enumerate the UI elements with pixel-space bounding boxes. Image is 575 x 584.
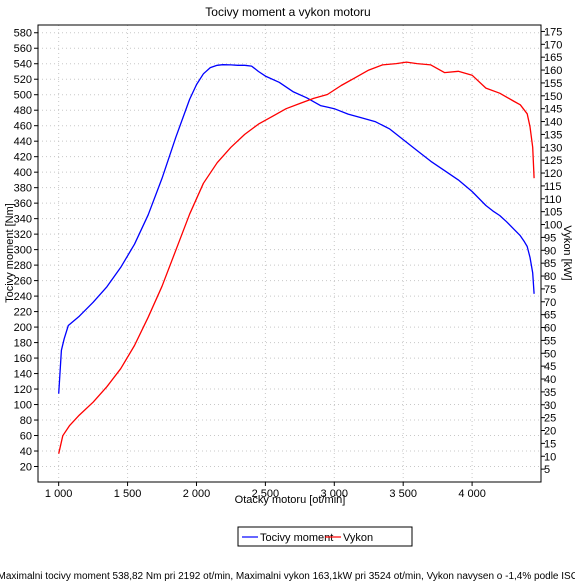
y-tick-label: 320 [14, 229, 32, 241]
x-axis-label: Otacky motoru [ot/min] [235, 494, 346, 506]
y-tick-label: 580 [14, 28, 32, 40]
y2-tick-label: 30 [544, 400, 556, 412]
y2-tick-label: 85 [544, 258, 556, 270]
y2-tick-label: 25 [544, 413, 556, 425]
y2-tick-label: 70 [544, 297, 556, 309]
y2-tick-label: 15 [544, 438, 556, 450]
series-line-vykon [58, 61, 535, 454]
series-layer [58, 61, 535, 454]
y2-tick-label: 115 [544, 181, 562, 193]
y2-tick-label: 75 [544, 284, 556, 296]
x-tick-label: 3 000 [321, 488, 349, 500]
y2-tick-label: 95 [544, 232, 556, 244]
series-line-tocivy-moment [58, 64, 535, 394]
y2-tick-label: 35 [544, 387, 556, 399]
x-tick-label: 1 000 [45, 488, 73, 500]
y-tick-label: 500 [14, 90, 32, 102]
y2-tick-label: 120 [544, 168, 562, 180]
y2-tick-label: 55 [544, 335, 556, 347]
y-tick-label: 440 [14, 136, 32, 148]
y2-tick-label: 20 [544, 426, 556, 438]
y2-tick-label: 125 [544, 155, 562, 167]
y-axis-right: 5101520253035404550556065707580859095100… [541, 26, 562, 476]
y-tick-label: 540 [14, 59, 32, 71]
y2-tick-label: 90 [544, 245, 556, 257]
y2-tick-label: 50 [544, 348, 556, 360]
x-tick-label: 2 500 [252, 488, 280, 500]
y2-tick-label: 135 [544, 129, 562, 141]
y2-tick-label: 100 [544, 220, 562, 232]
y2-tick-label: 110 [544, 194, 562, 206]
y2-tick-label: 65 [544, 310, 556, 322]
legend-label-tocivy-moment: Tocivy moment [260, 532, 333, 544]
y-tick-label: 360 [14, 198, 32, 210]
x-tick-label: 4 000 [458, 488, 486, 500]
y2-tick-label: 165 [544, 52, 562, 64]
y-tick-label: 400 [14, 167, 32, 179]
footer-summary: Maximalni tocivy moment 538,82 Nm pri 21… [0, 571, 575, 582]
x-axis: 1 000 1 500 2 000 2 500 3 000 3 500 4 000 [45, 482, 486, 500]
y-tick-label: 140 [14, 369, 32, 381]
y2-tick-label: 170 [544, 39, 562, 51]
y-tick-label: 300 [14, 245, 32, 257]
y-tick-label: 20 [20, 462, 32, 474]
y-tick-label: 280 [14, 260, 32, 272]
y2-tick-label: 40 [544, 374, 556, 386]
y-axis-left: 20 40 60 80 100 120 140 160 180 200 220 240 260 280 30… [14, 28, 38, 474]
y-tick-label: 340 [14, 214, 32, 226]
y-tick-label: 460 [14, 121, 32, 133]
y2-axis-label: Vykon [kW] [561, 225, 573, 280]
y-tick-label: 80 [20, 415, 32, 427]
y2-tick-label: 80 [544, 271, 556, 283]
grid [38, 25, 541, 482]
chart-title: Tocivy moment a vykon motoru [205, 5, 370, 19]
y2-tick-label: 150 [544, 91, 562, 103]
y-tick-label: 200 [14, 322, 32, 334]
y2-tick-label: 10 [544, 451, 556, 463]
x-tick-label: 3 500 [389, 488, 417, 500]
y-tick-label: 180 [14, 338, 32, 350]
y-tick-label: 520 [14, 74, 32, 86]
y-tick-label: 160 [14, 353, 32, 365]
y2-tick-label: 155 [544, 78, 562, 90]
y-tick-label: 240 [14, 291, 32, 303]
y-tick-label: 560 [14, 43, 32, 55]
y-axis-label: Tocivy moment [Nm] [4, 203, 16, 303]
y-tick-label: 120 [14, 384, 32, 396]
y2-tick-label: 140 [544, 117, 562, 129]
legend-label-vykon: Vykon [343, 532, 373, 544]
x-tick-label: 2 000 [183, 488, 211, 500]
y-tick-label: 60 [20, 431, 32, 443]
y-tick-label: 260 [14, 276, 32, 288]
y2-tick-label: 5 [544, 464, 550, 476]
y2-tick-label: 130 [544, 142, 562, 154]
y2-tick-label: 145 [544, 104, 562, 116]
y2-tick-label: 45 [544, 361, 556, 373]
y-tick-label: 380 [14, 183, 32, 195]
x-tick-label: 1 500 [114, 488, 142, 500]
y-tick-label: 420 [14, 152, 32, 164]
legend: Tocivy moment Vykon [237, 526, 413, 547]
y-tick-label: 480 [14, 105, 32, 117]
y2-tick-label: 160 [544, 65, 562, 77]
y2-tick-label: 105 [544, 207, 562, 219]
y-tick-label: 220 [14, 307, 32, 319]
y2-tick-label: 175 [544, 26, 562, 38]
y-tick-label: 100 [14, 400, 32, 412]
y-tick-label: 40 [20, 446, 32, 458]
y2-tick-label: 60 [544, 323, 556, 335]
plot-frame [37, 24, 542, 483]
